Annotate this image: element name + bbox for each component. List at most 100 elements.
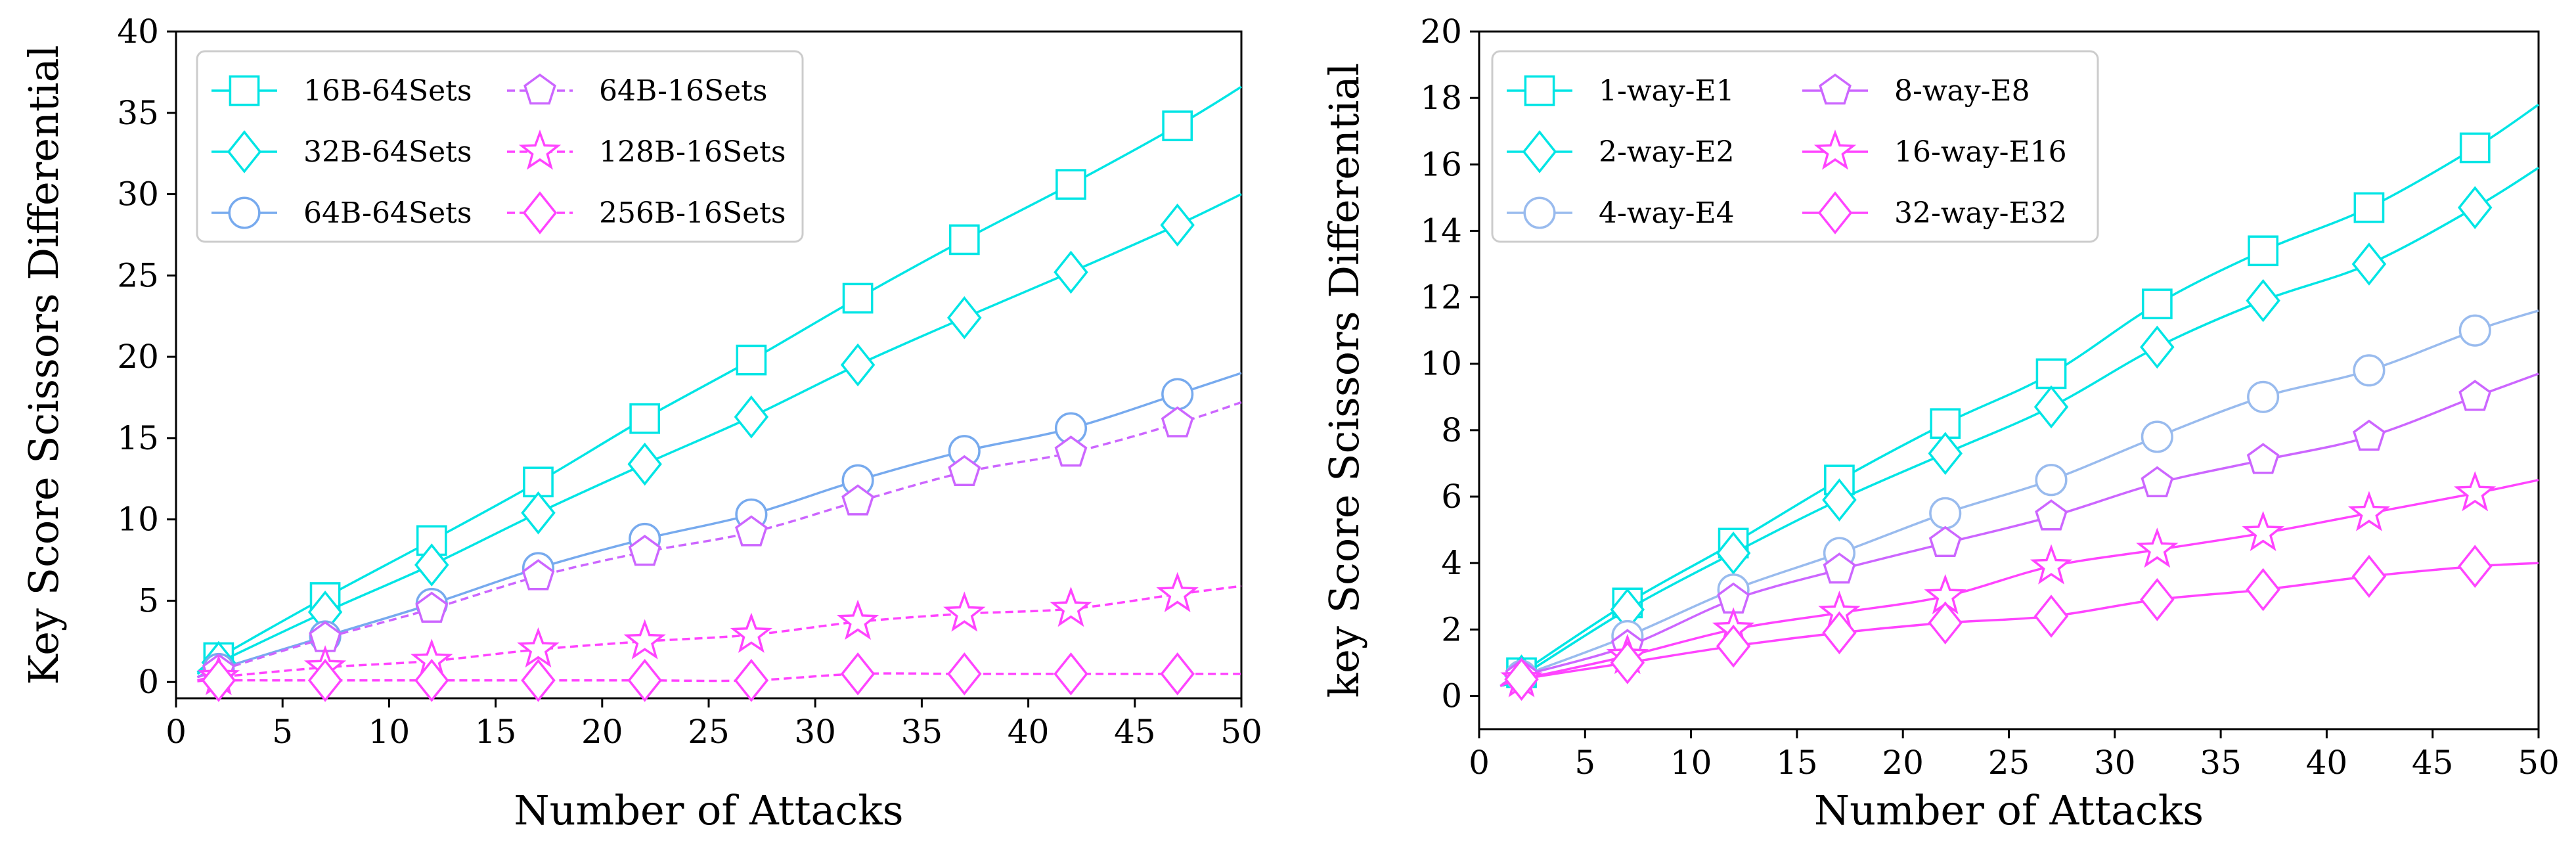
data-point-4-way-e4 — [2353, 354, 2386, 387]
data-point-1-way-e1 — [2035, 358, 2067, 390]
left-x-tick-label: 25 — [688, 713, 730, 751]
legend-marker-256b-16sets — [522, 191, 558, 235]
legend-entry-8-way-e8: 8-way-E8 — [1802, 73, 2030, 108]
data-point-16b-64sets — [736, 344, 767, 376]
right-y-tick-label: 18 — [1420, 79, 1462, 117]
legend-label-256b-16sets: 256B-16Sets — [599, 196, 786, 230]
data-point-256b-16sets — [627, 658, 662, 702]
right-y-tick-label: 4 — [1441, 544, 1462, 582]
data-point-32b-64sets — [1054, 250, 1088, 294]
left-y-tick-label: 35 — [117, 94, 159, 132]
left-x-tick-label: 5 — [272, 713, 293, 751]
data-point-32-way-e32 — [2033, 594, 2069, 638]
data-point-32b-64sets — [947, 296, 982, 340]
data-point-128b-16sets — [943, 591, 986, 632]
left-y-tick-label: 25 — [117, 256, 159, 294]
left-x-tick-label: 45 — [1114, 713, 1156, 751]
data-point-64b-16sets — [841, 484, 874, 516]
data-point-256b-16sets — [734, 658, 769, 702]
data-point-32-way-e32 — [1716, 624, 1751, 668]
right-y-tick-label: 2 — [1441, 610, 1462, 648]
legend-marker-2-way-e2 — [1522, 130, 1557, 173]
data-point-16b-64sets — [1162, 110, 1193, 141]
data-point-2-way-e2 — [1928, 432, 1963, 476]
data-point-32b-64sets — [1160, 203, 1195, 247]
data-point-64b-16sets — [1161, 406, 1194, 437]
left-legend-box — [196, 50, 804, 243]
data-point-16b-64sets — [1055, 169, 1086, 200]
left-x-tick-label: 30 — [794, 713, 836, 751]
data-point-2-way-e2 — [2351, 242, 2387, 286]
data-point-1-way-e1 — [2248, 235, 2278, 267]
legend-label-4-way-e4: 4-way-E4 — [1599, 196, 1735, 230]
left-x-tick-label: 0 — [166, 713, 187, 751]
data-point-64b-16sets — [1054, 436, 1088, 467]
data-point-4-way-e4 — [1929, 497, 1962, 529]
data-point-64b-16sets — [522, 559, 555, 591]
data-point-256b-16sets — [840, 652, 876, 696]
data-point-4-way-e4 — [2458, 314, 2491, 347]
left-legend: 16B-64Sets 32B-64Sets 64B-64Sets 64B-16Sets… — [196, 50, 804, 243]
right-x-tick-label: 40 — [2306, 744, 2348, 782]
data-point-8-way-e8 — [2246, 443, 2280, 474]
data-point-256b-16sets — [201, 658, 236, 702]
data-point-8-way-e8 — [2035, 499, 2068, 531]
data-point-128b-16sets — [730, 612, 773, 653]
right-x-tick-label: 35 — [2200, 744, 2242, 782]
right-x-tick-label: 50 — [2518, 744, 2560, 782]
series-64b-64sets — [196, 372, 1242, 685]
legend-label-1-way-e1: 1-way-E1 — [1599, 74, 1735, 108]
data-point-32b-64sets — [627, 442, 662, 486]
legend-entry-256b-16sets: 256B-16Sets — [507, 191, 786, 235]
legend-label-8-way-e8: 8-way-E8 — [1894, 74, 2030, 108]
data-point-128b-16sets — [1050, 586, 1092, 627]
data-point-64b-16sets — [948, 455, 981, 487]
data-point-32b-64sets — [734, 395, 769, 439]
data-point-256b-16sets — [307, 658, 343, 702]
data-point-128b-16sets — [623, 619, 666, 660]
data-point-2-way-e2 — [2246, 279, 2280, 323]
data-point-256b-16sets — [521, 658, 556, 702]
left-x-tick-label: 15 — [475, 713, 517, 751]
data-point-256b-16sets — [1054, 652, 1088, 696]
series-64b-16sets — [196, 401, 1242, 685]
data-point-1-way-e1 — [2459, 132, 2491, 164]
legend-marker-64b-16sets — [523, 73, 556, 105]
data-point-2-way-e2 — [2033, 385, 2069, 429]
legend-entry-4-way-e4: 4-way-E4 — [1507, 196, 1735, 230]
legend-marker-8-way-e8 — [1819, 73, 1852, 105]
series-32-way-e32 — [1499, 545, 2539, 701]
right-x-tick-label: 5 — [1574, 744, 1595, 782]
data-point-16-way-e16 — [2454, 471, 2497, 512]
data-point-16b-64sets — [948, 224, 980, 256]
right-x-tick-label: 30 — [2094, 744, 2136, 782]
right-y-tick-label: 20 — [1420, 12, 1462, 51]
left-x-tick-label: 35 — [901, 713, 943, 751]
right-x-tick-label: 15 — [1776, 744, 1818, 782]
right-y-tick-label: 6 — [1441, 478, 1462, 516]
data-point-32b-64sets — [521, 491, 556, 535]
legend-entry-2-way-e2: 2-way-E2 — [1507, 130, 1735, 173]
chart-panel-left: 0 5 10 15 20 25 30 35 40 45 50 0 5 10 15 20 25 30 35 40 Numb… — [20, 12, 1262, 834]
legend-marker-128b-16sets — [518, 129, 562, 170]
right-legend-box — [1491, 50, 2099, 243]
data-point-8-way-e8 — [1823, 552, 1856, 584]
data-point-1-way-e1 — [2141, 288, 2173, 320]
data-point-8-way-e8 — [2458, 380, 2492, 411]
left-y-tick-label: 0 — [138, 663, 159, 701]
series-16-way-e16 — [1499, 471, 2539, 698]
data-point-8-way-e8 — [1928, 526, 1962, 557]
legend-marker-32-way-e32 — [1817, 191, 1853, 235]
series-line-64b-16sets — [196, 401, 1242, 679]
right-y-tick-label: 0 — [1441, 677, 1462, 715]
data-point-128b-16sets — [517, 627, 560, 668]
right-y-axis-title: key Score Scissors Differential — [1320, 63, 1368, 698]
series-256b-16sets — [197, 652, 1241, 702]
right-legend: 1-way-E1 2-way-E2 4-way-E4 8-way-E8 16-way-E… — [1491, 50, 2099, 243]
data-point-64b-16sets — [415, 591, 449, 623]
legend-marker-1-way-e1 — [1524, 75, 1555, 106]
series-32b-64sets — [196, 192, 1242, 684]
data-point-4-way-e4 — [2247, 380, 2280, 413]
data-point-4-way-e4 — [2035, 464, 2068, 497]
legend-entry-16-way-e16: 16-way-E16 — [1802, 129, 2067, 170]
